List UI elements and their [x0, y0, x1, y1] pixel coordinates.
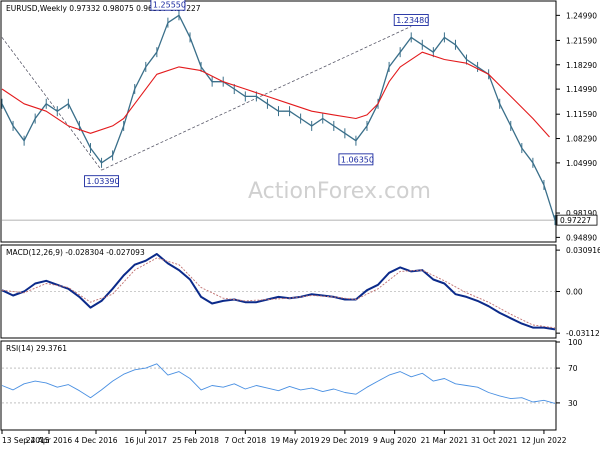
x-tick-label: 7 Oct 2018	[225, 436, 267, 445]
x-tick-label: 12 Jun 2022	[521, 436, 566, 445]
x-tick-label: 25 Feb 2018	[172, 436, 219, 445]
price-y-tick-label: 1.11590	[566, 110, 597, 119]
rsi-panel-frame	[0, 340, 557, 431]
price-y-tick-label: 1.18290	[566, 61, 597, 70]
annotation-label: 1.03390	[87, 177, 120, 186]
price-y-tick-label: 0.98190	[566, 209, 597, 218]
rsi-header: RSI(14) 29.3761	[6, 344, 67, 353]
price-y-tick-label: 1.04990	[566, 159, 597, 168]
rsi-y-tick-label: 70	[568, 364, 578, 373]
x-tick-label: 29 Dec 2019	[321, 436, 369, 445]
price-y-tick-label: 1.24990	[566, 11, 597, 20]
macd-line	[1, 253, 556, 331]
annotation-box	[393, 14, 429, 26]
moving-average-line	[1, 51, 550, 138]
price-y-tick-label: 1.21590	[566, 36, 597, 45]
x-tick-label: 16 Jul 2017	[125, 436, 168, 445]
x-tick-label: 9 Aug 2020	[373, 436, 416, 445]
macd-y-tick-label: 0.00	[566, 288, 583, 297]
axes-layer: 1.24990 1.21590 1.18290 1.14990 1.11590 1.082…	[1, 11, 600, 445]
macd-y-tick-label: 0.030916	[566, 246, 600, 255]
price-layer: 1.25550 1.23480 1.03390 1.06350	[1, 0, 556, 226]
macd-signal-line	[1, 257, 556, 329]
rsi-y-tick-label: 30	[568, 399, 578, 408]
x-tick-label: 4 Dec 2016	[74, 436, 117, 445]
price-panel-frame	[0, 0, 557, 243]
annotation-label: 1.23480	[396, 16, 429, 25]
x-tick-label: 13 Sep 2015	[2, 436, 50, 445]
price-y-tick-label: 0.94890	[566, 233, 597, 242]
watermark: ActionForex.com	[248, 179, 431, 204]
price-y-tick-label: 1.08290	[566, 135, 597, 144]
annotation-box	[150, 0, 186, 11]
annotation-box	[84, 175, 119, 188]
rsi-layer	[1, 363, 556, 404]
x-tick-label: 24 Apr 2016	[26, 436, 73, 445]
annotation-label: 1.06350	[341, 155, 374, 164]
annotation-label: 1.25550	[153, 1, 186, 10]
macd-header: MACD(12,26,9) -0.028304 -0.027093	[6, 248, 145, 257]
price-header: EURUSD,Weekly 0.97332 0.98075 0.96307 0.…	[6, 4, 201, 13]
current-price-tag	[556, 214, 598, 226]
price-y-tick-label: 1.14990	[566, 85, 597, 94]
grid-layer	[2, 291, 555, 404]
x-tick-label: 21 Mar 2021	[421, 436, 469, 445]
macd-y-tick-label: -0.031124	[566, 329, 600, 338]
annotation-box	[338, 153, 374, 166]
rsi-line	[1, 363, 556, 404]
macd-layer	[1, 253, 556, 331]
rsi-y-tick-label: 100	[568, 338, 583, 347]
trendline-1	[1, 37, 102, 171]
current-price-label: 0.97227	[560, 216, 591, 225]
x-tick-label: 19 May 2019	[271, 436, 320, 445]
x-tick-label: 31 Oct 2021	[471, 436, 518, 445]
